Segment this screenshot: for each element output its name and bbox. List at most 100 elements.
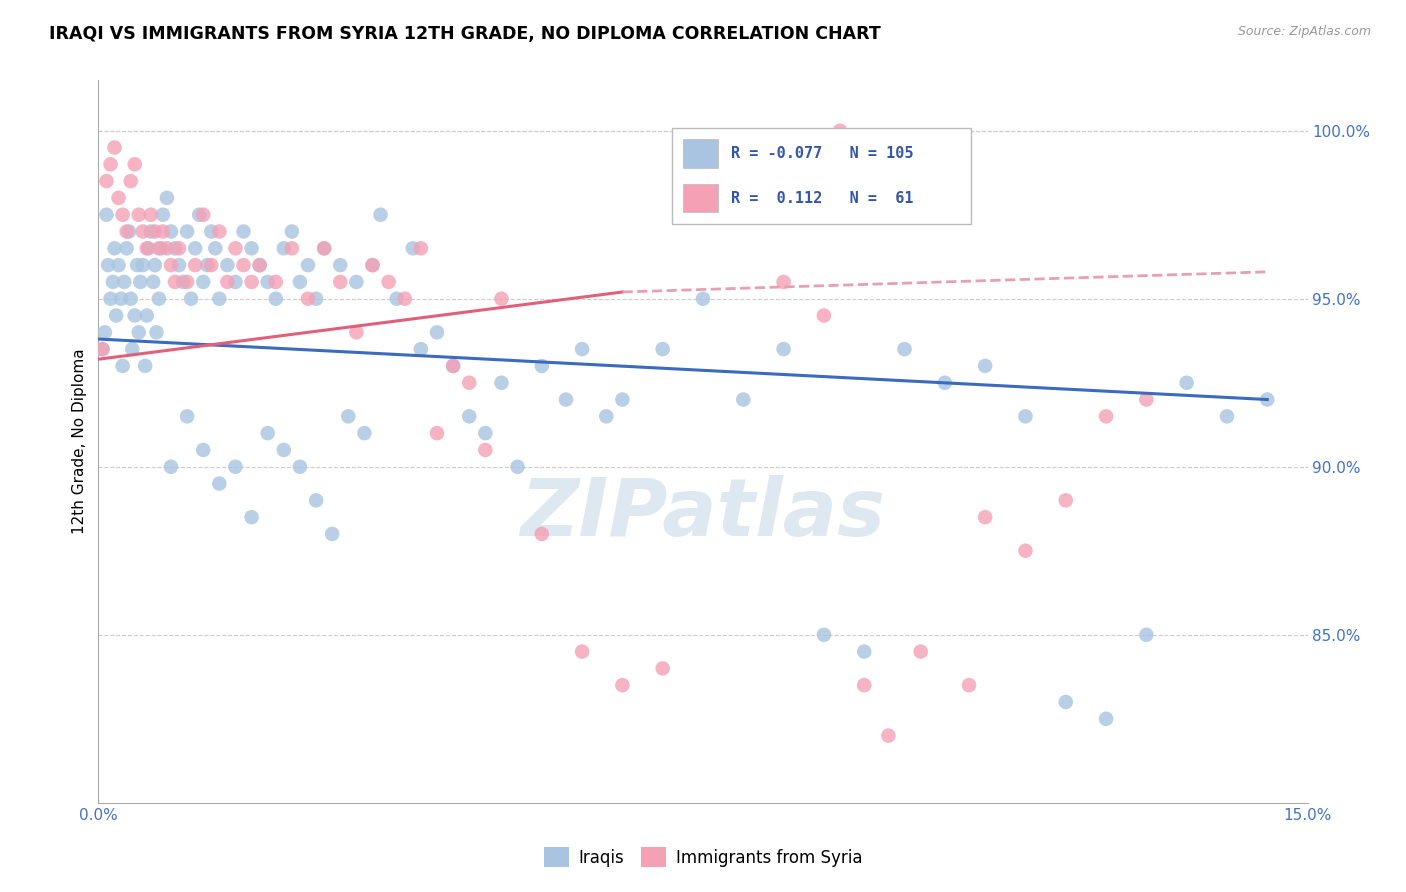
Point (329, 275, 352, 289)
Point (957, 678, 980, 692)
Point (651, 661, 673, 675)
Text: IRAQI VS IMMIGRANTS FROM SYRIA 12TH GRADE, NO DIPLOMA CORRELATION CHART: IRAQI VS IMMIGRANTS FROM SYRIA 12TH GRAD… (49, 25, 882, 43)
Point (107, 191, 129, 205)
Point (893, 342, 915, 356)
Point (167, 241, 190, 255)
Point (145, 326, 167, 340)
Point (1014, 543, 1036, 558)
Point (115, 225, 138, 239)
Point (974, 510, 997, 524)
Y-axis label: 12th Grade, No Diploma: 12th Grade, No Diploma (72, 349, 87, 534)
Point (160, 459, 183, 474)
Point (297, 258, 319, 272)
Point (281, 241, 304, 255)
Point (877, 729, 900, 743)
Point (474, 426, 496, 441)
Point (208, 225, 231, 239)
Point (314, 241, 336, 255)
Point (176, 225, 198, 239)
Point (733, 392, 755, 407)
Point (135, 241, 157, 255)
Point (96, 208, 118, 222)
Point (256, 426, 278, 441)
Point (118, 225, 141, 239)
Point (249, 258, 271, 272)
Point (1095, 409, 1118, 424)
Point (240, 241, 263, 255)
Point (163, 275, 186, 289)
Point (142, 275, 165, 289)
Point (112, 275, 135, 289)
Point (813, 628, 835, 642)
Legend: Iraqis, Immigrants from Syria: Iraqis, Immigrants from Syria (537, 840, 869, 874)
Point (240, 275, 263, 289)
Point (107, 258, 129, 272)
Point (1014, 409, 1036, 424)
Point (160, 258, 183, 272)
Point (344, 275, 367, 289)
Point (264, 292, 287, 306)
Point (148, 292, 170, 306)
Point (111, 359, 134, 373)
Point (934, 376, 956, 390)
Point (100, 157, 122, 171)
Point (167, 258, 190, 272)
Point (1054, 493, 1077, 508)
Point (491, 376, 513, 390)
Point (264, 275, 287, 289)
Point (651, 342, 673, 356)
Point (156, 241, 179, 255)
Point (135, 309, 157, 323)
Point (193, 442, 215, 457)
Point (103, 241, 125, 255)
Point (692, 292, 714, 306)
Point (132, 225, 155, 239)
Point (612, 678, 634, 692)
Point (394, 292, 416, 306)
Point (94, 326, 117, 340)
Point (232, 225, 254, 239)
Point (337, 409, 360, 424)
Point (176, 409, 198, 424)
Point (853, 678, 876, 692)
Point (176, 275, 198, 289)
Point (409, 342, 432, 356)
Point (1054, 695, 1077, 709)
Point (111, 208, 134, 222)
Point (329, 258, 352, 272)
Text: R =  0.112   N =  61: R = 0.112 N = 61 (731, 191, 912, 205)
Point (120, 174, 142, 188)
Point (305, 292, 328, 306)
Point (188, 208, 211, 222)
Point (530, 359, 553, 373)
Point (1216, 409, 1239, 424)
Point (105, 309, 128, 323)
Point (571, 644, 593, 658)
Point (152, 208, 174, 222)
Point (288, 275, 311, 289)
Point (555, 392, 578, 407)
Point (409, 241, 432, 255)
Point (314, 241, 336, 255)
Point (128, 326, 150, 340)
Point (103, 140, 125, 154)
Point (156, 191, 179, 205)
Point (200, 225, 222, 239)
Point (184, 258, 207, 272)
Point (91, 342, 114, 356)
Point (132, 258, 155, 272)
Point (143, 225, 166, 239)
Point (100, 292, 122, 306)
Point (974, 359, 997, 373)
Point (273, 442, 295, 457)
Point (353, 426, 375, 441)
Point (96, 174, 118, 188)
Point (1175, 376, 1198, 390)
Point (772, 342, 794, 356)
Point (273, 241, 295, 255)
Point (595, 409, 617, 424)
Point (828, 124, 851, 138)
Point (217, 275, 239, 289)
Point (281, 225, 304, 239)
Point (193, 208, 215, 222)
